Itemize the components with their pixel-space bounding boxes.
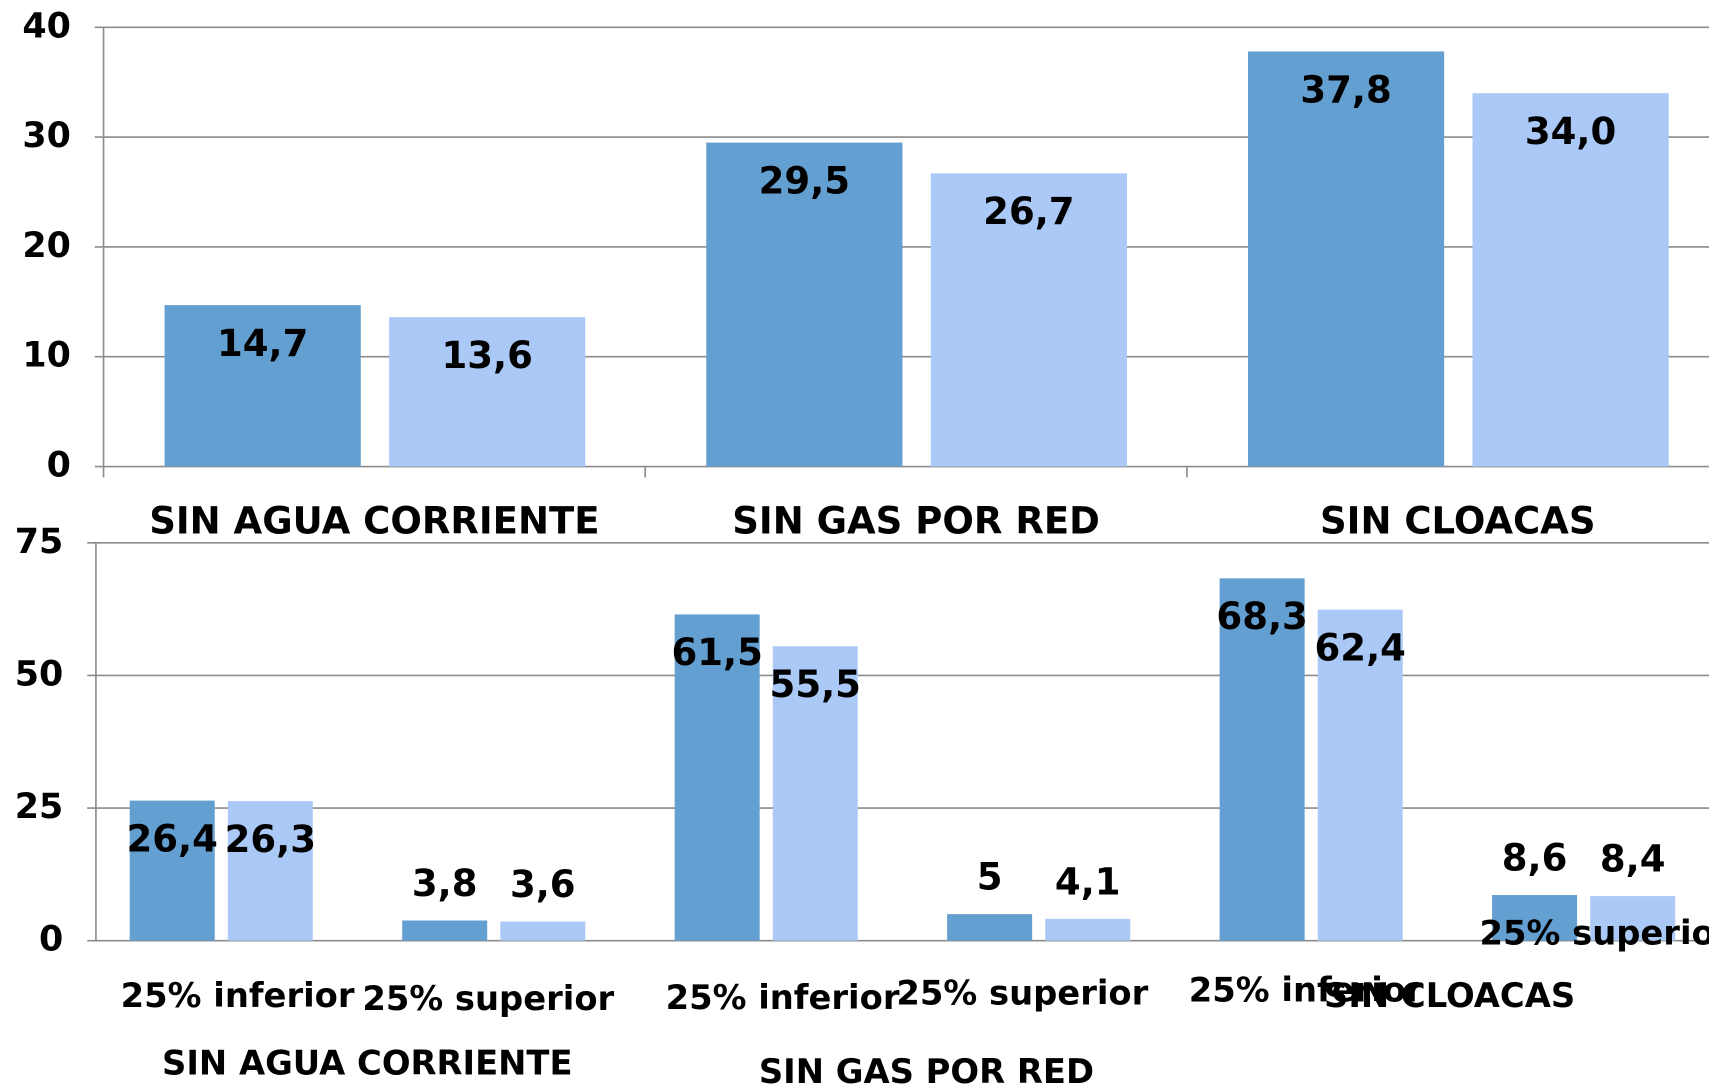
bar: [129, 800, 215, 941]
data-label: 3,8: [412, 862, 478, 905]
bar: [1472, 93, 1669, 467]
data-label: 29,5: [759, 159, 850, 202]
data-label: 8,4: [1600, 838, 1666, 881]
bar: [500, 921, 586, 941]
data-label: 34,0: [1525, 110, 1616, 153]
data-label: 37,8: [1300, 68, 1391, 111]
y-tick-label: 0: [47, 446, 71, 486]
bar: [402, 920, 488, 941]
data-label: 62,4: [1315, 626, 1406, 669]
y-tick-label: 10: [22, 336, 71, 376]
data-label: 8,6: [1502, 837, 1568, 880]
y-tick-label: 0: [39, 920, 63, 960]
bar: [772, 646, 858, 941]
bar: [1247, 51, 1445, 467]
data-label: 61,5: [671, 631, 762, 674]
x-tick-label: 25% inferior: [666, 978, 900, 1017]
x-tick-label: 25% superior: [362, 979, 614, 1018]
y-tick-label: 25: [15, 787, 64, 827]
bar: [706, 142, 903, 467]
data-label: 26,4: [127, 817, 218, 860]
y-tick-label: 20: [22, 226, 71, 266]
x-tick-label: 25% inferior: [121, 976, 355, 1015]
y-tick-label: 30: [22, 116, 71, 156]
group-label: SIN CLOACAS: [1324, 976, 1575, 1015]
bar: [1045, 918, 1131, 941]
data-label: 4,1: [1055, 861, 1121, 904]
group-label: SIN AGUA CORRIENTE: [162, 1043, 572, 1082]
bar: [1492, 895, 1578, 941]
bar: [164, 305, 361, 467]
data-label: 26,3: [225, 818, 316, 861]
data-label: 26,7: [983, 190, 1074, 233]
bar: [930, 173, 1127, 467]
bar: [1317, 609, 1403, 941]
bar: [227, 801, 313, 941]
x-tick-label: SIN AGUA CORRIENTE: [149, 500, 599, 543]
data-label: 14,7: [217, 322, 308, 365]
x-tick-label: SIN CLOACAS: [1320, 500, 1596, 543]
data-label: 5: [977, 856, 1003, 899]
data-label: 3,6: [510, 863, 576, 906]
data-label: 13,6: [441, 334, 532, 377]
bar: [389, 317, 586, 467]
data-label: 55,5: [770, 663, 861, 706]
bar: [674, 614, 760, 941]
y-tick-label: 75: [15, 522, 64, 562]
x-tick-label: SIN GAS POR RED: [732, 500, 1100, 543]
data-label: 68,3: [1216, 595, 1307, 638]
x-tick-label: 25% superior: [896, 974, 1148, 1013]
x-tick-label: 25% inferior: [1189, 970, 1423, 1009]
y-tick-label: 50: [15, 654, 64, 694]
bar: [1219, 578, 1305, 941]
y-tick-label: 40: [22, 6, 71, 46]
bar: [947, 914, 1033, 941]
group-label: SIN GAS POR RED: [759, 1052, 1094, 1090]
x-tick-label: 25% superior: [1480, 914, 1709, 953]
bar: [1590, 896, 1676, 941]
